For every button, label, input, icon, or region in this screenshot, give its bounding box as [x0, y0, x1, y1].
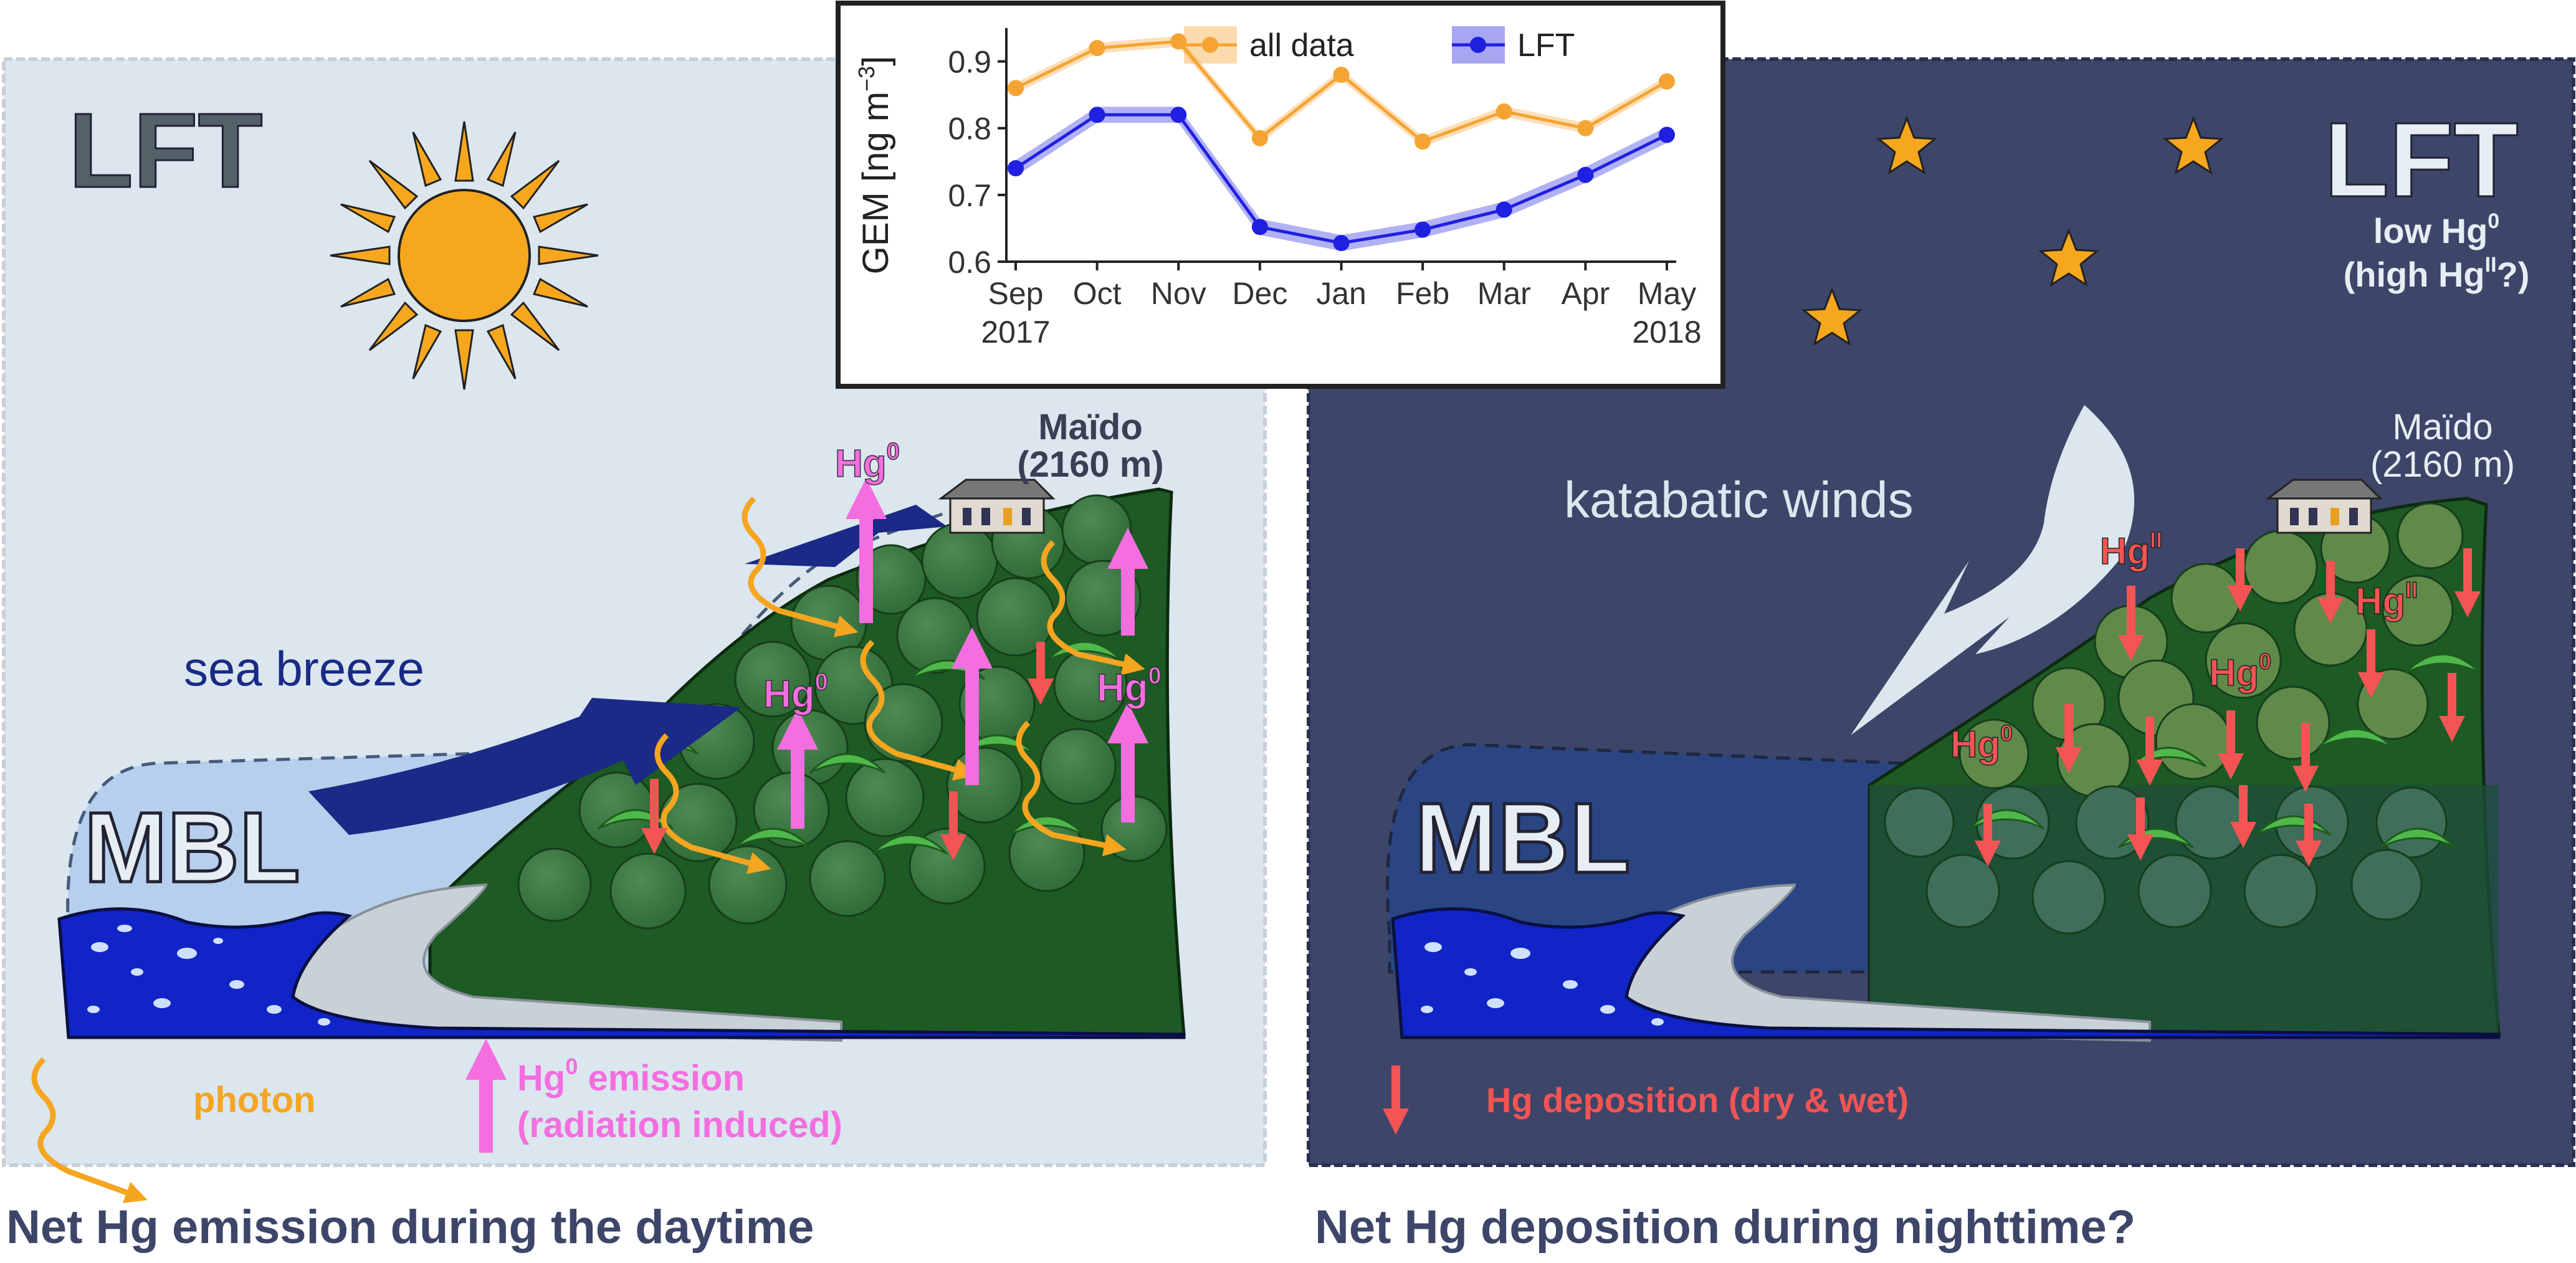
- chart-legend-label-0: all data: [1249, 27, 1354, 64]
- chart-ylabel: GEM [ng m−3]: [854, 56, 896, 274]
- chart-x-tick-year: 2017: [981, 315, 1050, 350]
- chart-y-tick-label: 0.6: [948, 245, 991, 280]
- chart-point-1-3: [1251, 219, 1268, 236]
- chart-plot-area: 0.6 0.7 0.8 0.9 Sep 2017 Oct Nov Dec Jan Feb Mar Apr…: [948, 26, 1702, 350]
- katabatic-winds-label: katabatic winds: [1564, 472, 1914, 528]
- chart-point-1-7: [1577, 166, 1594, 183]
- sea-breeze-arrow-upper: [745, 505, 947, 567]
- chart-point-0-4: [1333, 67, 1350, 83]
- beach-day: [279, 883, 842, 1042]
- star-icons: [1801, 115, 2224, 346]
- chart-legend-marker-1: [1470, 37, 1486, 53]
- chart-x-tick-label: Oct: [1073, 276, 1122, 311]
- site-altitude-night: (2160 m): [2370, 444, 2515, 485]
- sun-icon: [330, 121, 599, 390]
- chart-point-0-2: [1170, 33, 1187, 50]
- lft-label-night: LFT: [2324, 101, 2519, 219]
- svg-text:Hg0: Hg0: [2209, 649, 2271, 693]
- chart-x-tick-label: Apr: [1561, 276, 1610, 311]
- chart-legend-marker-0: [1202, 37, 1218, 53]
- chart-point-0-8: [1659, 73, 1675, 90]
- legend-emission-label-line2: (radiation induced): [517, 1105, 842, 1145]
- chart-point-1-0: [1008, 160, 1024, 176]
- hg-deposition-arrows-day: [641, 642, 1054, 860]
- observatory-building-day: [938, 479, 1056, 534]
- mbl-label-day: MBL: [84, 791, 300, 903]
- mbl-label-night: MBL: [1414, 782, 1631, 894]
- chart-point-0-6: [1496, 103, 1512, 120]
- chart-point-0-3: [1251, 130, 1268, 146]
- chart-frame: [836, 1, 1725, 389]
- chart-x-tick-label: May: [1638, 276, 1696, 311]
- legend-emission-label: Hg0 emission: [517, 1054, 745, 1099]
- svg-text:Hg0: Hg0: [1950, 720, 2013, 765]
- ocean-bubbles-night: [1421, 942, 1664, 1026]
- chart-point-1-4: [1333, 235, 1350, 251]
- chart-point-0-1: [1089, 40, 1105, 57]
- site-altitude-day: (2160 m): [1017, 444, 1163, 485]
- tree-canopy-night: [1958, 502, 2464, 798]
- sea-breeze-arrow: [308, 698, 742, 835]
- chart-x-tick-label: Sep: [988, 276, 1044, 311]
- chart-point-0-7: [1577, 120, 1594, 136]
- photon-arrows-day: [31, 496, 1145, 1203]
- ocean-night: [1391, 907, 2501, 1039]
- hg-label-night-2: HgII: [2355, 576, 2418, 622]
- hg-label-night-3: Hg0: [2208, 648, 2272, 694]
- chart-point-1-1: [1089, 107, 1105, 123]
- svg-text:HgII: HgII: [2100, 527, 2162, 572]
- caption-day: Net Hg emission during the daytime: [6, 1201, 814, 1254]
- svg-text:Hg0: Hg0: [763, 669, 828, 716]
- ocean-bubbles-day: [87, 925, 330, 1026]
- ocean-day: [57, 907, 1186, 1039]
- legend-photon-label: photon: [193, 1080, 315, 1120]
- lft-sub2: (high HgII?): [2344, 253, 2530, 294]
- katabatic-winds-arrow: [1851, 405, 2135, 735]
- svg-text:Hg0: Hg0: [1097, 663, 1162, 710]
- mbl-night-region: [1386, 743, 1977, 974]
- chart-x-tick-label: Dec: [1232, 276, 1287, 311]
- chart-point-0-0: [1008, 80, 1024, 97]
- chart-y-tick-label: 0.9: [948, 45, 991, 80]
- caption-night: Net Hg deposition during nighttime?: [1315, 1201, 2135, 1254]
- lft-label-day: LFT: [69, 92, 263, 210]
- svg-text:HgII: HgII: [2355, 577, 2418, 622]
- svg-text:Hg0: Hg0: [835, 439, 900, 485]
- site-name-day: Maïdo: [1038, 407, 1143, 447]
- chart-point-1-6: [1496, 201, 1512, 218]
- legend-deposition-label: Hg deposition (dry & wet): [1486, 1080, 1909, 1120]
- hg0-label-3: Hg0: [1096, 662, 1162, 710]
- chart-x-tick-label: Mar: [1477, 276, 1531, 311]
- chart-x-tick-year: 2018: [1632, 315, 1701, 350]
- hg-label-night-1: HgII: [2099, 527, 2163, 573]
- chart-point-1-5: [1414, 221, 1431, 238]
- hg0-label-2: Hg0: [763, 669, 828, 717]
- observatory-building-night: [2265, 479, 2383, 534]
- chart-point-1-2: [1170, 107, 1187, 123]
- chart-legend-label-1: LFT: [1517, 27, 1575, 64]
- chart-y-tick-label: 0.7: [948, 178, 991, 213]
- chart-x-tick-label: Jan: [1316, 276, 1367, 311]
- chart-x-tick-label: Feb: [1396, 276, 1449, 311]
- hg-deposition-arrows-night: [1383, 548, 2481, 1135]
- sea-breeze-label: sea breeze: [184, 641, 424, 696]
- site-name-night: Maïdo: [2392, 407, 2493, 447]
- hg0-label-1: Hg0: [834, 438, 900, 486]
- chart-point-0-5: [1414, 133, 1431, 150]
- chart-point-1-8: [1659, 126, 1675, 143]
- gem-chart: 0.6 0.7 0.8 0.9 Sep 2017 Oct Nov Dec Jan Feb Mar Apr…: [836, 1, 1725, 389]
- chart-y-tick-label: 0.8: [948, 112, 991, 146]
- hg-emission-arrows: [465, 478, 1148, 1153]
- hg-label-night-4: Hg0: [1950, 720, 2013, 766]
- lft-sub1: low Hg0: [2373, 209, 2499, 250]
- chart-x-tick-label: Nov: [1151, 276, 1206, 311]
